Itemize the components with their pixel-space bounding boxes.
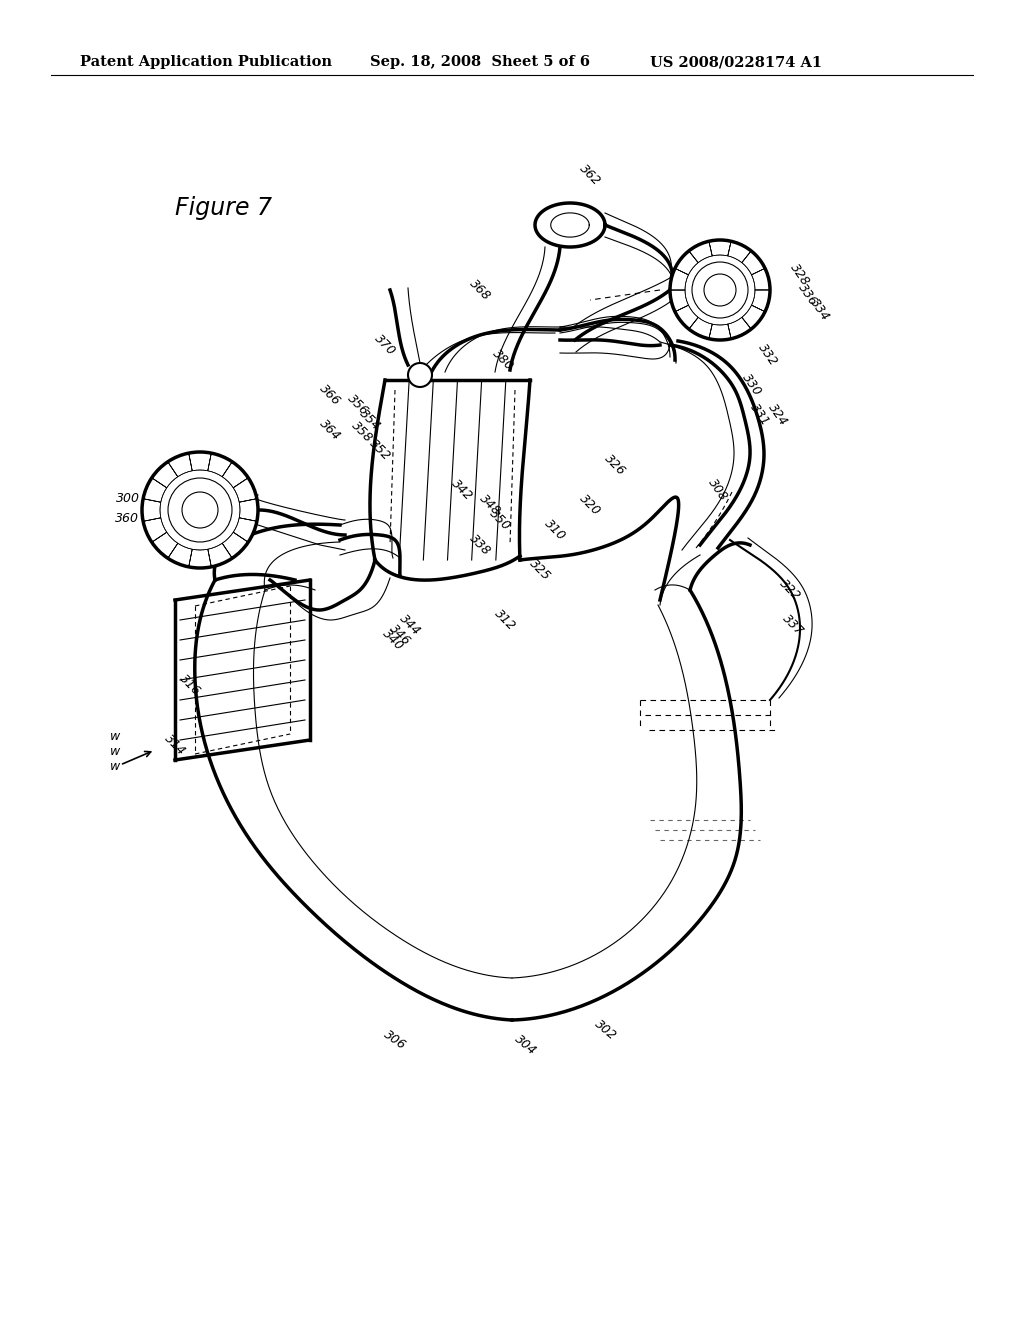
Text: 314: 314 [162, 731, 188, 758]
Text: 354: 354 [357, 407, 383, 433]
Polygon shape [535, 203, 605, 247]
Polygon shape [709, 240, 731, 256]
Text: w: w [110, 730, 120, 743]
Polygon shape [670, 290, 688, 312]
Text: 368: 368 [467, 277, 494, 304]
Text: 366: 366 [316, 381, 343, 408]
Text: 362: 362 [577, 162, 603, 187]
Text: 330: 330 [739, 371, 764, 399]
Text: 358: 358 [349, 418, 375, 445]
Polygon shape [233, 478, 257, 502]
Polygon shape [208, 453, 232, 477]
Polygon shape [240, 499, 258, 521]
Text: 300: 300 [116, 491, 140, 504]
Text: 322: 322 [777, 577, 803, 603]
Polygon shape [752, 290, 770, 312]
Polygon shape [142, 499, 161, 521]
Text: 325: 325 [527, 557, 553, 583]
Text: 338: 338 [467, 532, 494, 558]
Text: 360: 360 [115, 511, 139, 524]
Polygon shape [143, 478, 167, 502]
Circle shape [705, 275, 736, 306]
Text: 320: 320 [577, 492, 603, 517]
Text: 356: 356 [345, 392, 371, 418]
Polygon shape [689, 242, 713, 263]
Text: 310: 310 [542, 517, 568, 543]
Circle shape [182, 492, 218, 528]
Polygon shape [168, 544, 193, 566]
Circle shape [692, 261, 748, 318]
Polygon shape [152, 532, 178, 558]
Polygon shape [152, 462, 178, 488]
Text: 332: 332 [756, 342, 780, 368]
Text: 348: 348 [477, 492, 503, 517]
Text: 370: 370 [372, 331, 398, 358]
Polygon shape [222, 462, 248, 488]
Text: 346: 346 [387, 622, 413, 648]
Polygon shape [233, 517, 257, 543]
Polygon shape [689, 317, 713, 339]
Text: US 2008/0228174 A1: US 2008/0228174 A1 [650, 55, 822, 69]
Polygon shape [741, 305, 765, 329]
Text: 380: 380 [489, 347, 516, 374]
Polygon shape [208, 544, 232, 566]
Text: Figure 7: Figure 7 [175, 195, 272, 220]
Text: 344: 344 [397, 612, 423, 638]
Polygon shape [728, 317, 752, 339]
Polygon shape [675, 251, 698, 275]
Text: 308: 308 [706, 477, 730, 503]
Text: Sep. 18, 2008  Sheet 5 of 6: Sep. 18, 2008 Sheet 5 of 6 [370, 55, 590, 69]
Text: 340: 340 [380, 627, 407, 653]
Text: 352: 352 [367, 437, 393, 463]
Polygon shape [675, 305, 698, 329]
Polygon shape [670, 268, 688, 290]
Text: w: w [110, 744, 120, 758]
Text: 334: 334 [808, 297, 833, 323]
Text: 306: 306 [382, 1028, 409, 1052]
Polygon shape [188, 451, 211, 471]
Circle shape [408, 363, 432, 387]
Text: 304: 304 [512, 1032, 539, 1057]
Text: 326: 326 [602, 451, 628, 478]
Text: 342: 342 [449, 477, 475, 503]
Text: 302: 302 [592, 1018, 618, 1043]
Text: 364: 364 [316, 417, 343, 444]
Polygon shape [728, 242, 752, 263]
Circle shape [168, 478, 232, 543]
Text: 337: 337 [780, 612, 806, 638]
Text: 350: 350 [487, 507, 513, 533]
Text: 316: 316 [177, 672, 203, 698]
Polygon shape [741, 251, 765, 275]
Text: 336: 336 [796, 281, 820, 309]
Polygon shape [168, 453, 193, 477]
Text: 331: 331 [748, 401, 772, 429]
Polygon shape [143, 517, 167, 543]
Polygon shape [222, 532, 248, 558]
Polygon shape [188, 549, 211, 568]
Text: 328: 328 [787, 261, 812, 289]
Text: 324: 324 [766, 401, 791, 429]
Text: w: w [110, 760, 120, 774]
Text: 312: 312 [492, 607, 518, 634]
Text: Patent Application Publication: Patent Application Publication [80, 55, 332, 69]
Polygon shape [752, 268, 770, 290]
Polygon shape [709, 325, 731, 341]
